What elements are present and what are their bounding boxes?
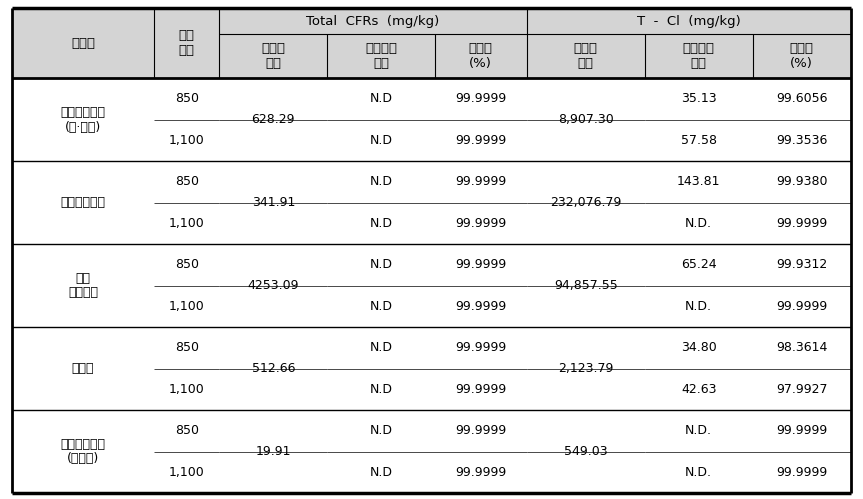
Text: 99.9999: 99.9999 [455, 217, 507, 230]
Text: 143.81: 143.81 [677, 175, 721, 188]
Text: N.D: N.D [369, 424, 393, 437]
Text: 99.9312: 99.9312 [776, 258, 828, 271]
Text: N.D: N.D [369, 383, 393, 396]
Text: 42.63: 42.63 [681, 383, 716, 396]
Text: 512.66: 512.66 [251, 362, 295, 375]
Text: 배출가스
농도: 배출가스 농도 [365, 42, 397, 70]
Text: 94,857.55: 94,857.55 [554, 279, 618, 292]
Text: N.D: N.D [369, 175, 393, 188]
Text: 소각
온도: 소각 온도 [179, 29, 195, 57]
Text: 4253.09: 4253.09 [248, 279, 299, 292]
Text: 99.9999: 99.9999 [776, 466, 828, 479]
Text: 99.9999: 99.9999 [455, 383, 507, 396]
Text: 99.9999: 99.9999 [455, 341, 507, 354]
Text: 1,100: 1,100 [169, 466, 205, 479]
Text: N.D.: N.D. [685, 217, 712, 230]
Text: N.D: N.D [369, 300, 393, 313]
Text: N.D: N.D [369, 92, 393, 105]
Text: 99.9380: 99.9380 [776, 175, 828, 188]
Text: 99.9999: 99.9999 [776, 424, 828, 437]
Text: 2,123.79: 2,123.79 [558, 362, 614, 375]
Text: 99.9999: 99.9999 [455, 175, 507, 188]
Text: 99.9999: 99.9999 [455, 258, 507, 271]
Text: N.D: N.D [369, 341, 393, 354]
Text: 850: 850 [174, 341, 198, 354]
Text: N.D.: N.D. [685, 300, 712, 313]
Text: 1,100: 1,100 [169, 300, 205, 313]
Text: 휴대폰케이스
(천·가죽): 휴대폰케이스 (천·가죽) [60, 105, 105, 134]
Text: 99.9999: 99.9999 [776, 300, 828, 313]
Text: N.D: N.D [369, 217, 393, 230]
Text: 배출가스
농도: 배출가스 농도 [683, 42, 715, 70]
Text: 1,100: 1,100 [169, 383, 205, 396]
Text: 99.9999: 99.9999 [776, 217, 828, 230]
Text: 분해율
(%): 분해율 (%) [469, 42, 493, 70]
Text: Total  CFRs  (mg/kg): Total CFRs (mg/kg) [306, 14, 439, 27]
Text: 628.29: 628.29 [251, 113, 295, 126]
Text: 폐기물
농도: 폐기물 농도 [261, 42, 286, 70]
Text: N.D: N.D [369, 466, 393, 479]
Text: 850: 850 [174, 258, 198, 271]
Text: 98.3614: 98.3614 [776, 341, 828, 354]
Text: 8,907.30: 8,907.30 [557, 113, 614, 126]
Text: 99.6056: 99.6056 [776, 92, 828, 105]
Text: 전환율
(%): 전환율 (%) [790, 42, 814, 70]
Text: 35.13: 35.13 [681, 92, 716, 105]
Text: 19.91: 19.91 [255, 445, 291, 458]
Text: 341.91: 341.91 [252, 196, 295, 209]
Text: 57.58: 57.58 [681, 134, 716, 147]
Text: 시료명: 시료명 [71, 36, 95, 49]
Text: N.D.: N.D. [685, 466, 712, 479]
Text: 폴리
우레탄폼: 폴리 우레탄폼 [68, 271, 98, 299]
Text: 휴대폰케이스
(실리콘): 휴대폰케이스 (실리콘) [60, 438, 105, 466]
Text: T  -  Cl  (mg/kg): T - Cl (mg/kg) [637, 14, 740, 27]
Text: 폐기물
농도: 폐기물 농도 [574, 42, 598, 70]
Text: 549.03: 549.03 [564, 445, 608, 458]
Text: 99.9999: 99.9999 [455, 424, 507, 437]
Text: N.D: N.D [369, 258, 393, 271]
Text: 232,076.79: 232,076.79 [550, 196, 621, 209]
Text: N.D.: N.D. [685, 424, 712, 437]
Text: 850: 850 [174, 92, 198, 105]
Text: 65.24: 65.24 [681, 258, 716, 271]
Text: 난연고무시트: 난연고무시트 [60, 196, 105, 209]
Text: 34.80: 34.80 [681, 341, 716, 354]
Text: 1,100: 1,100 [169, 217, 205, 230]
Text: 99.9999: 99.9999 [455, 134, 507, 147]
Text: 850: 850 [174, 424, 198, 437]
Text: 카시트: 카시트 [72, 362, 94, 375]
Text: 99.3536: 99.3536 [776, 134, 828, 147]
Text: 99.9999: 99.9999 [455, 466, 507, 479]
Text: 99.9999: 99.9999 [455, 92, 507, 105]
Bar [12, 8, 851, 78]
Text: 97.9927: 97.9927 [776, 383, 828, 396]
Text: N.D: N.D [369, 134, 393, 147]
Text: 99.9999: 99.9999 [455, 300, 507, 313]
Text: 850: 850 [174, 175, 198, 188]
Text: 1,100: 1,100 [169, 134, 205, 147]
